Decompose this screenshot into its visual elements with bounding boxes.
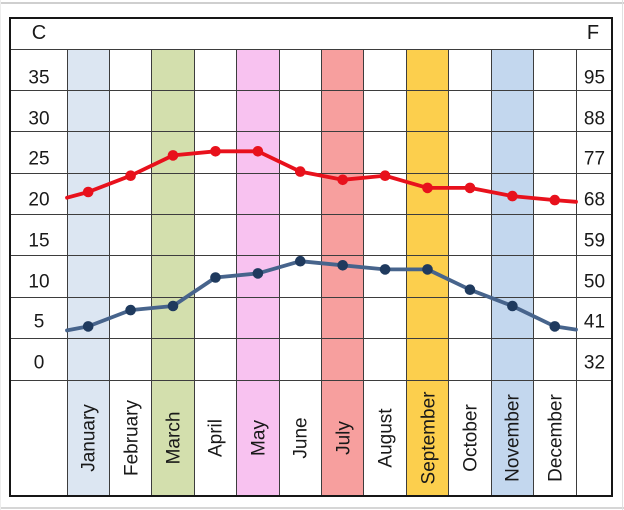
left-axis-tick-25: 25 [28,148,50,170]
right-axis-tick-68: 68 [583,189,606,211]
horizontal-gridline [11,214,611,215]
right-axis-tick-50: 50 [583,271,606,293]
horizontal-gridline [11,338,611,340]
lower-blue-line-marker-april [210,272,221,283]
image-frame-bottom [0,507,624,509]
left-axis-tick-20: 20 [28,189,50,211]
right-axis-tick-32: 32 [583,352,606,374]
vertical-gridline [66,49,68,495]
left-axis-tick-0: 0 [33,352,45,374]
vertical-gridline [278,49,280,495]
vertical-gridline [363,49,365,495]
month-label-april: April [205,418,227,457]
horizontal-gridline [11,172,611,174]
month-label-october: October [460,403,482,472]
lower-blue-line-marker-october [464,284,476,296]
lower-blue-line-marker-december [549,321,561,332]
left-axis-tick-30: 30 [28,108,50,130]
horizontal-gridline [11,89,611,91]
horizontal-gridline [11,296,611,298]
image-frame-top [0,2,624,4]
month-label-january: January [78,403,100,472]
image-frame-left [0,0,1,510]
right-axis-unit-label: F [586,22,600,44]
left-axis-tick-15: 15 [28,230,50,252]
upper-red-line-marker-october [464,182,476,194]
vertical-gridline [490,49,492,495]
horizontal-gridline [11,48,611,50]
vertical-gridline [193,49,195,495]
vertical-gridline [533,49,535,495]
vertical-gridline [448,49,450,495]
month-label-december: December [545,393,567,482]
right-axis-tick-59: 59 [583,230,606,252]
horizontal-gridline [11,131,611,133]
image-frame-right [622,0,623,510]
lower-blue-line-marker-february [125,304,136,316]
horizontal-gridline [11,255,611,257]
vertical-gridline [236,49,238,495]
left-axis-tick-5: 5 [33,311,45,333]
left-axis-tick-35: 35 [28,67,50,89]
upper-red-line-marker-april [210,146,221,157]
month-label-march: March [163,411,185,464]
right-axis-tick-41: 41 [583,311,606,333]
upper-red-line-marker-december [549,194,561,206]
right-axis-tick-88: 88 [583,108,606,130]
lower-blue-line-marker-august [379,264,391,275]
left-axis-unit-label: C [31,22,47,44]
lower-blue-line-marker-june [295,255,306,267]
month-label-november: November [502,393,524,482]
vertical-gridline [321,49,322,495]
vertical-gridline [575,49,577,495]
upper-red-line-marker-june [295,166,306,177]
month-label-july: July [333,420,355,455]
vertical-gridline [405,49,407,495]
left-axis-tick-10: 10 [28,271,50,293]
month-label-february: February [121,399,143,476]
vertical-gridline [108,49,110,495]
month-label-may: May [248,419,270,456]
right-axis-tick-77: 77 [583,148,606,170]
vertical-gridline [151,49,153,495]
chart-table: C F 35 30 25 20 15 10 5 0 95 88 77 68 59 50 41 32 Januar… [9,17,613,497]
month-label-august: August [375,407,397,468]
month-label-june: June [290,416,312,459]
month-label-september: September [418,391,440,484]
right-axis-tick-95: 95 [583,67,606,89]
horizontal-gridline [11,379,611,381]
